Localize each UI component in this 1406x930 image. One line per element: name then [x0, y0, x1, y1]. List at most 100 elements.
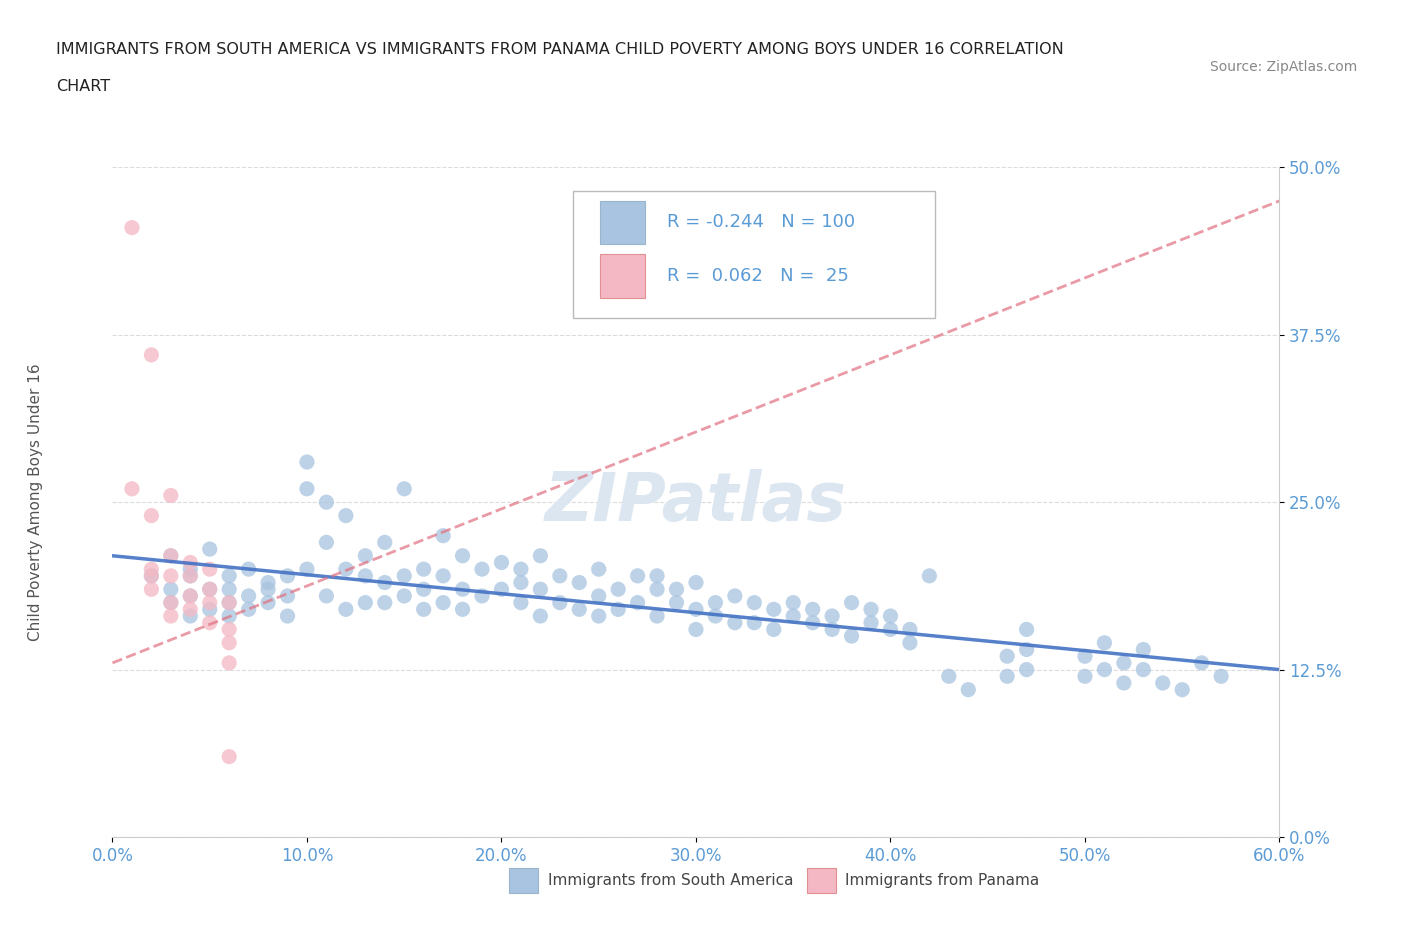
Bar [600, 201, 644, 245]
Point [898, 635, 921, 650]
Point [665, 582, 688, 597]
Point [918, 568, 941, 583]
Point [335, 562, 357, 577]
Point [335, 508, 357, 523]
Point [141, 568, 163, 583]
Point [568, 602, 591, 617]
Text: R = -0.244   N = 100: R = -0.244 N = 100 [666, 213, 855, 232]
Point [801, 602, 824, 617]
Point [295, 482, 318, 497]
Point [762, 602, 785, 617]
Point [685, 575, 707, 590]
Point [451, 549, 474, 564]
Point [238, 562, 260, 577]
Point [995, 649, 1018, 664]
Point [509, 575, 531, 590]
Point [724, 616, 747, 631]
Point [315, 535, 337, 550]
Point [121, 220, 143, 235]
Point [432, 595, 454, 610]
Point [412, 602, 434, 617]
Point [957, 683, 980, 698]
Point [509, 595, 531, 610]
Point [160, 582, 183, 597]
Point [665, 595, 688, 610]
Point [218, 582, 240, 597]
Text: Source: ZipAtlas.com: Source: ZipAtlas.com [1209, 60, 1357, 74]
Point [898, 622, 921, 637]
Point [879, 622, 901, 637]
Point [198, 616, 221, 631]
Point [432, 528, 454, 543]
Point [548, 568, 571, 583]
Point [141, 582, 163, 597]
Point [859, 616, 883, 631]
Text: Child Poverty Among Boys Under 16: Child Poverty Among Boys Under 16 [28, 364, 42, 641]
Point [1092, 662, 1115, 677]
Point [645, 582, 668, 597]
Point [141, 508, 163, 523]
Point [471, 589, 494, 604]
Point [179, 568, 201, 583]
Point [238, 589, 260, 604]
Point [198, 582, 221, 597]
Point [354, 568, 377, 583]
Point [160, 549, 183, 564]
Point [374, 575, 396, 590]
Text: Immigrants from South America: Immigrants from South America [548, 873, 793, 888]
Point [374, 535, 396, 550]
Point [548, 595, 571, 610]
Point [645, 608, 668, 623]
Point [392, 589, 416, 604]
Point [160, 568, 183, 583]
Point [276, 589, 298, 604]
Point [354, 549, 377, 564]
Point [412, 582, 434, 597]
Point [627, 568, 650, 583]
Point [218, 568, 240, 583]
Point [335, 602, 357, 617]
Point [724, 589, 747, 604]
Text: IMMIGRANTS FROM SOUTH AMERICA VS IMMIGRANTS FROM PANAMA CHILD POVERTY AMONG BOYS: IMMIGRANTS FROM SOUTH AMERICA VS IMMIGRA… [56, 42, 1064, 57]
Point [645, 568, 668, 583]
Point [1015, 622, 1038, 637]
Point [509, 562, 531, 577]
Point [198, 602, 221, 617]
Point [179, 555, 201, 570]
Point [276, 568, 298, 583]
Point [160, 595, 183, 610]
Point [179, 589, 201, 604]
Point [782, 608, 804, 623]
Point [529, 582, 551, 597]
Point [1015, 662, 1038, 677]
Point [529, 608, 551, 623]
Point [841, 595, 863, 610]
Point [392, 482, 416, 497]
Bar [807, 868, 837, 893]
Point [374, 595, 396, 610]
Point [451, 602, 474, 617]
Point [607, 582, 630, 597]
Point [627, 595, 650, 610]
Point [315, 495, 337, 510]
Point [607, 602, 630, 617]
Point [1092, 635, 1115, 650]
Point [1074, 649, 1097, 664]
Point [995, 669, 1018, 684]
Point [742, 616, 765, 631]
Point [568, 575, 591, 590]
Point [1112, 656, 1135, 671]
Point [1191, 656, 1213, 671]
Point [588, 608, 610, 623]
Point [1171, 683, 1194, 698]
FancyBboxPatch shape [574, 191, 935, 318]
Text: R =  0.062   N =  25: R = 0.062 N = 25 [666, 267, 849, 285]
Point [1132, 662, 1154, 677]
Point [198, 562, 221, 577]
Point [295, 455, 318, 470]
Point [218, 595, 240, 610]
Point [412, 562, 434, 577]
Bar [509, 868, 538, 893]
Point [160, 595, 183, 610]
Text: Immigrants from Panama: Immigrants from Panama [845, 873, 1039, 888]
